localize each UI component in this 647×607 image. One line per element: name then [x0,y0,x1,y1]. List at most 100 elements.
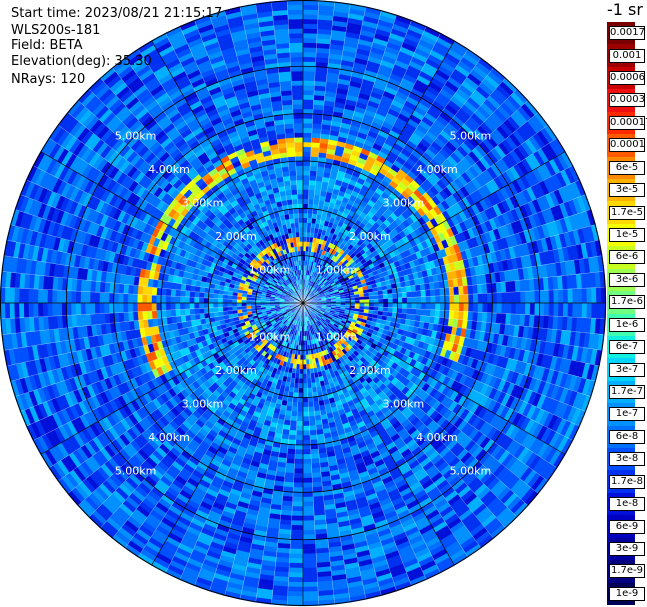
backscatter-cell [47,289,53,304]
backscatter-cell [302,534,316,540]
backscatter-cell [383,302,389,308]
backscatter-cell [199,286,206,293]
backscatter-cell [308,411,316,417]
backscatter-cell [28,288,34,304]
backscatter-cell [302,586,319,593]
backscatter-cell [212,293,219,299]
backscatter-cell [420,302,427,310]
backscatter-cell [302,525,316,531]
backscatter-cell [189,308,195,316]
backscatter-cell [293,387,299,394]
backscatter-cell [289,548,304,555]
backscatter-cell [290,529,304,536]
backscatter-cell [406,308,412,315]
backscatter-cell [291,510,304,517]
backscatter-cell [151,302,157,312]
backscatter-cell [302,411,310,417]
backscatter-cell [439,302,446,311]
backscatter-cell [591,302,597,319]
backscatter-cell [302,543,317,550]
backscatter-cell [288,577,304,583]
backscatter-cell [290,539,304,545]
backscatter-cell [435,302,441,311]
backscatter-cell [420,308,427,317]
backscatter-cell [289,425,297,431]
backscatter-cell [302,482,313,488]
backscatter-cell [444,302,450,311]
backscatter-cell [387,302,394,308]
backscatter-cell [382,307,389,313]
backscatter-cell [293,382,299,389]
backscatter-cell [302,562,318,569]
backscatter-cell [108,302,115,314]
backscatter-cell [122,302,129,313]
backscatter-cell [472,302,479,313]
backscatter-cell [80,291,86,304]
backscatter-cell [286,448,296,455]
backscatter-cell [302,477,313,484]
backscatter-cell [42,289,48,304]
backscatter-cell [515,302,521,315]
backscatter-cell [297,397,304,403]
backscatter-cell [170,295,176,304]
backscatter-cell [302,439,311,446]
backscatter-cell [227,298,233,304]
backscatter-cell [287,591,304,597]
backscatter-cell [296,420,304,427]
backscatter-cell [18,287,25,304]
backscatter-cell [297,406,304,413]
backscatter-cell [302,553,317,559]
backscatter-cell [311,472,322,479]
backscatter-cell [472,311,479,322]
backscatter-cell [302,435,311,441]
backscatter-cell [85,302,91,315]
backscatter-cell [392,302,398,309]
backscatter-cell [290,415,298,422]
backscatter-cell [151,286,158,296]
backscatter-cell [401,307,408,315]
backscatter-cell [373,302,379,308]
backscatter-cell [302,520,315,526]
backscatter-cell [296,411,304,417]
backscatter-cell [302,506,315,512]
backscatter-cell [217,302,223,308]
backscatter-cell [595,302,602,319]
backscatter-cell [302,425,310,432]
backscatter-cell [468,302,474,313]
backscatter-cell [236,302,242,307]
backscatter-cell [118,302,124,313]
backscatter-cell [66,290,72,304]
backscatter-cell [307,396,314,403]
backscatter-cell [543,302,550,317]
backscatter-cell [302,463,312,469]
backscatter-cell [285,462,295,469]
backscatter-cell [302,368,307,375]
backscatter-cell [127,284,134,295]
backscatter-cell [302,548,317,555]
backscatter-cell [298,383,304,389]
backscatter-cell [179,296,186,304]
backscatter-cell [400,313,407,320]
backscatter-cell [291,401,299,408]
backscatter-cell [156,295,162,304]
backscatter-cell [231,299,238,304]
backscatter-cell [586,302,593,319]
backscatter-cell [297,392,304,398]
backscatter-cell [302,572,318,578]
backscatter-cell [208,307,214,314]
backscatter-cell [308,406,315,412]
backscatter-cell [311,462,321,469]
backscatter-cell [387,307,394,313]
backscatter-cell [132,311,139,322]
backscatter-cell [364,302,370,307]
backscatter-cell [151,294,157,304]
backscatter-cell [302,373,308,379]
backscatter-cell [294,378,300,384]
backscatter-cell [302,416,310,422]
backscatter-cell [306,378,312,384]
backscatter-cell [534,302,540,316]
backscatter-cell [307,387,313,394]
backscatter-cell [290,525,304,531]
backscatter-cell [165,288,172,297]
